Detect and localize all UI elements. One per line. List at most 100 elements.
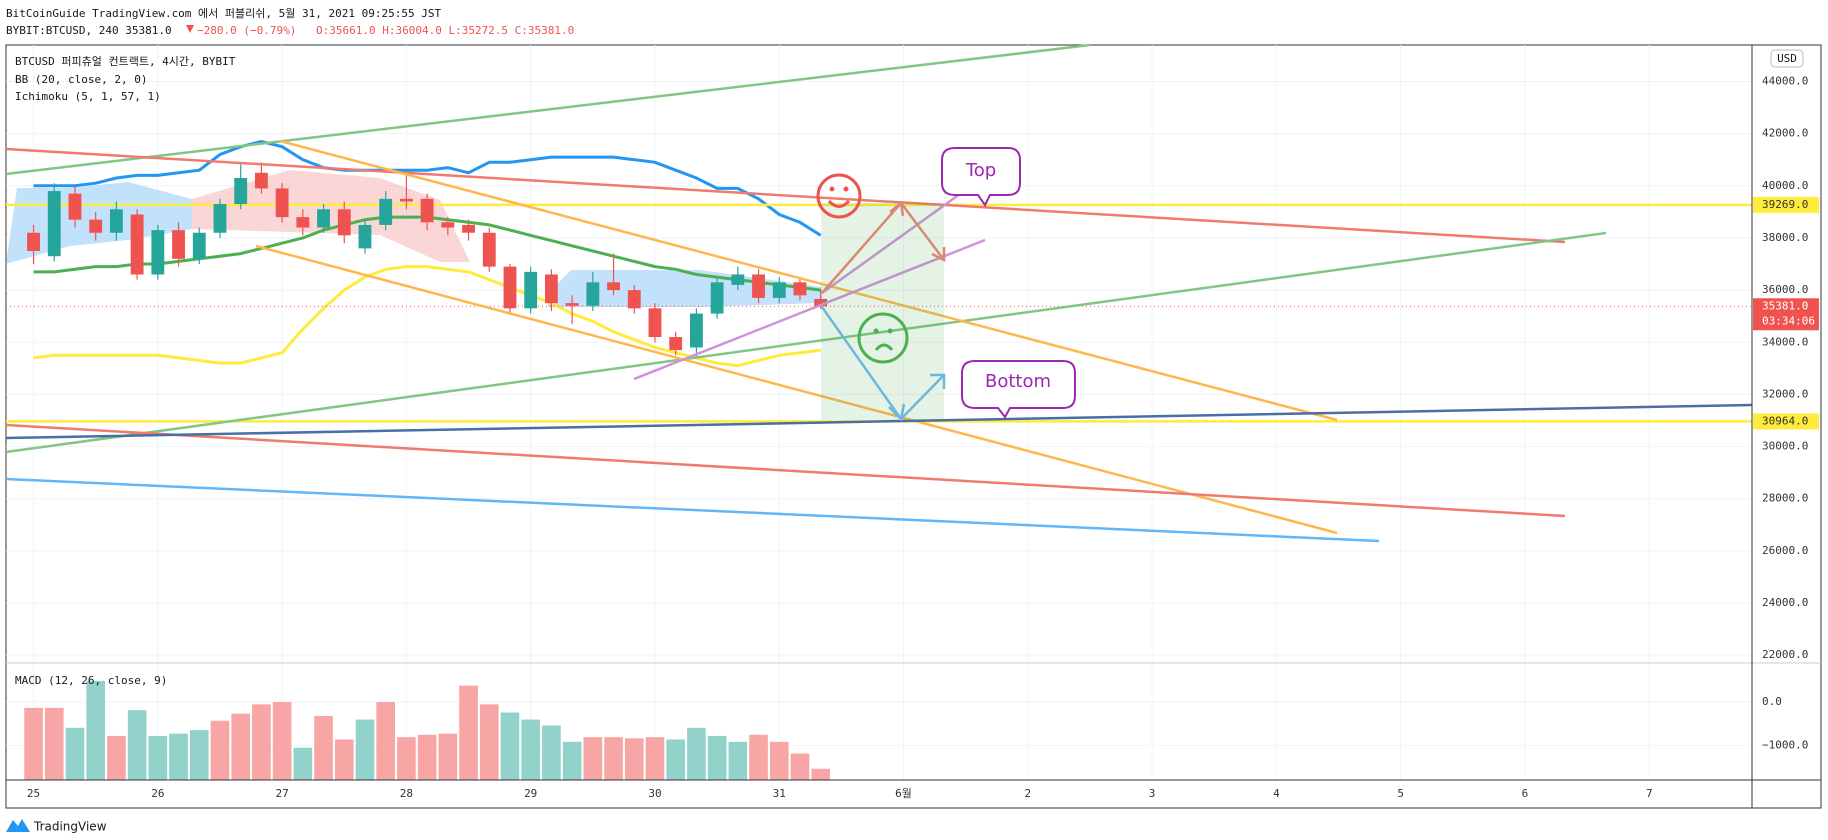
legend-indicator: Ichimoku (5, 1, 57, 1) — [15, 90, 161, 103]
macd-column — [148, 735, 168, 780]
x-tick-label: 3 — [1149, 787, 1156, 800]
macd-column — [604, 737, 623, 780]
indicator-line — [33, 139, 822, 237]
level-label-box — [1753, 196, 1819, 213]
trend-line — [5, 403, 1753, 440]
sad-face — [857, 312, 909, 364]
macd-column — [231, 713, 251, 780]
x-tick-label: 27 — [275, 787, 288, 800]
legend-indicator: BB (20, close, 2, 0) — [15, 73, 147, 86]
level-label: 30964.0 — [1762, 414, 1808, 427]
macd-column — [583, 737, 603, 780]
y-tick-label: 32000.0 — [1762, 387, 1808, 400]
macd-column — [24, 707, 43, 780]
y-tick-label: 22000.0 — [1762, 648, 1808, 661]
eye — [873, 328, 879, 334]
macd-column — [417, 734, 437, 780]
macd-column — [107, 735, 126, 780]
smiley — [816, 173, 862, 219]
candle-body — [27, 232, 40, 251]
mouth — [827, 199, 851, 208]
y-tick-label: 0.0 — [1762, 695, 1782, 708]
currency-box — [1770, 49, 1804, 68]
x-tick-label: 31 — [773, 787, 786, 800]
legend-title: BTCUSD 퍼피츄얼 컨트랙트, 4시간, BYBIT — [15, 54, 236, 68]
candle-body — [379, 198, 393, 225]
candle-body — [648, 308, 662, 338]
currency: USD — [1777, 52, 1797, 65]
candle-body — [151, 230, 165, 275]
candle-body — [731, 274, 745, 285]
macd-column — [624, 738, 644, 780]
publish-line: BitCoinGuide TradingView.com 에서 퍼블리쉬, 5월… — [6, 7, 441, 20]
x-tick-label: 25 — [27, 787, 40, 800]
plot — [6, 139, 1752, 780]
candle-body — [462, 224, 475, 233]
x-tick-label: 6 — [1522, 787, 1529, 800]
frame — [5, 44, 1822, 809]
candle-body — [607, 282, 620, 291]
grid — [6, 45, 1752, 780]
y-tick-label: 36000.0 — [1762, 283, 1808, 296]
candle-body — [710, 282, 724, 314]
macd-column — [769, 741, 789, 780]
y-tick-label: 42000.0 — [1762, 127, 1808, 140]
y-tick-label: 30000.0 — [1762, 440, 1808, 453]
legend-indicator: MACD (12, 26, close, 9) — [15, 674, 167, 687]
macd-column — [728, 741, 748, 780]
candle-body — [213, 204, 227, 233]
candle-body — [441, 222, 455, 228]
macd-column — [127, 710, 147, 780]
macd-column — [334, 739, 354, 780]
macd-column — [376, 702, 396, 780]
x-tick-label: 26 — [151, 787, 164, 800]
change: −280.0 (−0.79%) — [197, 24, 296, 37]
trend-line — [633, 238, 986, 381]
ohlc: O:35661.0 H:36004.0 L:35272.5 C:35381.0 — [316, 24, 574, 37]
macd-column — [479, 704, 499, 780]
macd-column — [687, 727, 706, 780]
macd-column — [790, 753, 810, 780]
candle-body — [420, 198, 434, 223]
trend-line — [5, 231, 1607, 454]
x-tick-label: 7 — [1646, 787, 1653, 800]
price-label: 35381.0 — [1762, 299, 1808, 312]
callout-text: Top — [965, 160, 996, 181]
macd-column — [272, 702, 292, 780]
y-tick-label: 34000.0 — [1762, 335, 1808, 348]
eye — [829, 186, 835, 192]
candle-body — [296, 217, 310, 228]
macd-column — [666, 739, 686, 780]
callout — [961, 360, 1076, 419]
macd-column — [438, 733, 458, 780]
arrow-head — [888, 403, 906, 422]
level-label-box — [1753, 413, 1819, 430]
candle-body — [482, 232, 496, 267]
macd-column — [500, 712, 520, 780]
macd-column — [542, 725, 561, 780]
macd-column — [521, 719, 541, 780]
candle-body — [503, 266, 517, 309]
candle-body — [254, 172, 268, 189]
footer[interactable]: TradingView — [33, 820, 107, 834]
macd-column — [749, 734, 768, 780]
price-label-box — [1753, 298, 1819, 331]
trend-line — [5, 477, 1380, 543]
trend-line — [5, 43, 1091, 176]
trend-line — [5, 423, 1566, 518]
macd-column — [44, 707, 64, 780]
macd-column — [65, 727, 85, 780]
y-tick-label: 26000.0 — [1762, 544, 1808, 557]
axes: 25 26 27 28 29 30 31 6월 2 3 4 5 6 7 22000.0 24000.0 2600… — [27, 75, 1819, 800]
macd-column — [293, 747, 313, 780]
candle-body — [317, 209, 330, 228]
candle-body — [192, 232, 206, 259]
candle-body — [814, 298, 828, 307]
macd-column — [707, 735, 727, 780]
arrow-head — [931, 247, 946, 263]
callout-text: Bottom — [985, 371, 1051, 392]
x-tick-label: 5 — [1397, 787, 1404, 800]
y-tick-label: 40000.0 — [1762, 179, 1808, 192]
